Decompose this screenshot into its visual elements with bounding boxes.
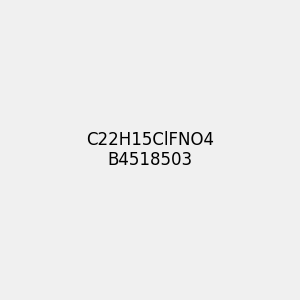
Text: C22H15ClFNO4
B4518503: C22H15ClFNO4 B4518503 [86,130,214,170]
